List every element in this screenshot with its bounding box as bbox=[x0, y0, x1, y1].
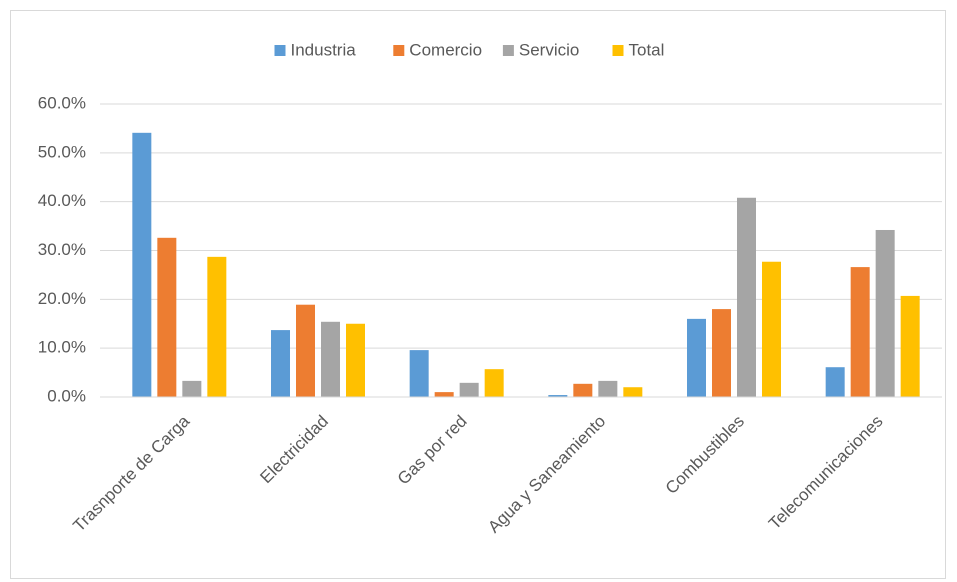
bar bbox=[484, 369, 504, 397]
bar bbox=[296, 304, 315, 397]
bar bbox=[900, 295, 920, 397]
bar bbox=[459, 382, 479, 397]
bar bbox=[573, 383, 593, 397]
bar bbox=[132, 132, 152, 398]
legend-label: Total bbox=[629, 40, 665, 59]
bar bbox=[434, 392, 454, 397]
bar bbox=[687, 318, 706, 397]
bar bbox=[157, 237, 177, 397]
bar bbox=[548, 395, 568, 397]
bar bbox=[346, 323, 365, 397]
bar bbox=[825, 367, 845, 397]
y-tick-label: 20.0% bbox=[38, 289, 86, 308]
bar bbox=[207, 256, 227, 397]
bar bbox=[762, 261, 781, 397]
legend-label: Comercio bbox=[409, 40, 482, 59]
y-tick-label: 60.0% bbox=[38, 93, 86, 112]
legend-swatch bbox=[393, 45, 405, 56]
bar bbox=[271, 330, 290, 397]
bar bbox=[875, 229, 895, 397]
y-tick-label: 40.0% bbox=[38, 191, 86, 210]
bar bbox=[623, 387, 643, 397]
bar bbox=[850, 267, 870, 397]
bar bbox=[409, 350, 429, 397]
y-tick-label: 0.0% bbox=[47, 386, 86, 405]
bar bbox=[321, 321, 340, 397]
y-tick-label: 50.0% bbox=[38, 142, 86, 161]
legend-label: Servicio bbox=[519, 40, 579, 59]
y-tick-label: 10.0% bbox=[38, 338, 86, 357]
legend-swatch bbox=[274, 45, 286, 56]
legend-swatch bbox=[612, 45, 624, 56]
bar bbox=[737, 197, 756, 397]
bar bbox=[598, 380, 618, 397]
legend-swatch bbox=[502, 45, 514, 56]
bar bbox=[712, 309, 731, 397]
legend-label: Industria bbox=[291, 40, 357, 59]
y-tick-label: 30.0% bbox=[38, 240, 86, 259]
bar bbox=[182, 380, 202, 397]
